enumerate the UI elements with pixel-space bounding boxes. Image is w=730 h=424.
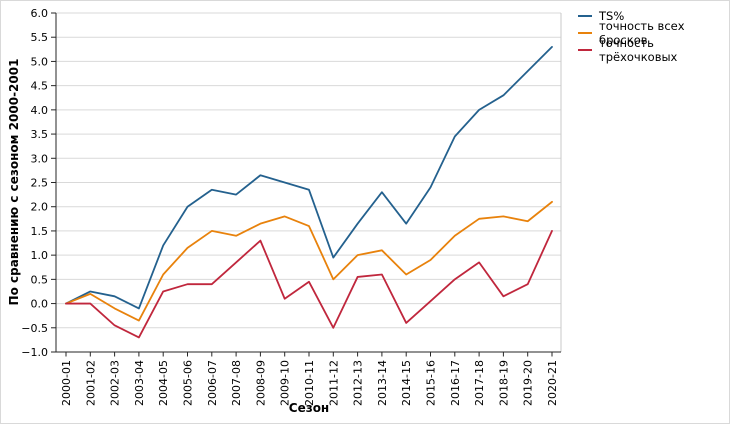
- y-tick-label: 0.5: [31, 273, 49, 286]
- x-tick-label: 2016-17: [449, 360, 462, 406]
- x-tick-label: 2007-08: [230, 360, 243, 406]
- y-tick-label: 5.0: [31, 55, 49, 68]
- x-tick-label: 2017-18: [473, 360, 486, 406]
- x-tick-label: 2013-14: [376, 360, 389, 406]
- x-tick-label: 2019-20: [522, 360, 535, 406]
- legend-line-swatch: [578, 31, 592, 34]
- y-tick-label: 6.0: [31, 7, 49, 20]
- x-tick-label: 2002-03: [109, 360, 122, 406]
- legend-item: точность всех бросков: [578, 19, 729, 47]
- legend-item: TS%: [578, 7, 729, 24]
- y-tick-label: 3.5: [31, 128, 49, 141]
- y-tick-label: −0.5: [21, 322, 48, 335]
- y-tick-label: 1.5: [31, 225, 49, 238]
- legend-label: TS%: [599, 8, 625, 23]
- y-tick-label: 2.0: [31, 201, 49, 214]
- x-tick-label: 2006-07: [206, 360, 219, 406]
- y-tick-label: 2.5: [31, 177, 49, 190]
- legend-label: точность всех бросков: [599, 18, 685, 47]
- x-tick-label: 2012-13: [352, 360, 365, 406]
- x-tick-label: 2003-04: [133, 360, 146, 406]
- y-tick-label: −1.0: [21, 346, 48, 359]
- x-tick-label: 2005-06: [182, 360, 195, 406]
- series-line-2: [65, 230, 553, 339]
- x-tick-label: 2000-01: [60, 360, 73, 406]
- x-tick-label: 2001-02: [84, 360, 97, 406]
- x-tick-label: 2020-21: [546, 360, 559, 406]
- x-tick-label: 2015-16: [425, 360, 438, 406]
- y-tick-label: 4.0: [31, 104, 49, 117]
- x-tick-label: 2009-10: [279, 360, 292, 406]
- x-tick-label: 2004-05: [157, 360, 170, 406]
- y-axis-label: По сравнению с сезоном 2000-2001: [7, 58, 21, 306]
- y-tick-label: 4.5: [31, 80, 49, 93]
- legend-item: точность трёхочковых: [578, 36, 729, 64]
- y-tick-label: 0.0: [31, 298, 49, 311]
- y-tick-label: 5.5: [31, 31, 49, 44]
- x-axis-label: Сезон: [288, 401, 330, 415]
- y-tick-label: 1.0: [31, 249, 49, 262]
- series-line-0: [65, 46, 553, 310]
- x-tick-label: 2018-19: [497, 360, 510, 406]
- legend: TS% точность всех бросков точность трёхо…: [578, 7, 729, 64]
- legend-line-swatch: [578, 14, 592, 17]
- x-tick-label: 2008-09: [254, 360, 267, 406]
- x-tick-label: 2010-11: [303, 360, 316, 406]
- y-tick-label: 3.0: [31, 152, 49, 165]
- legend-line-swatch: [578, 48, 592, 51]
- series-line-1: [65, 200, 553, 322]
- legend-label: точность трёхочковых: [599, 35, 678, 64]
- x-tick-label: 2014-15: [400, 360, 413, 406]
- x-tick-label: 2011-12: [327, 360, 340, 406]
